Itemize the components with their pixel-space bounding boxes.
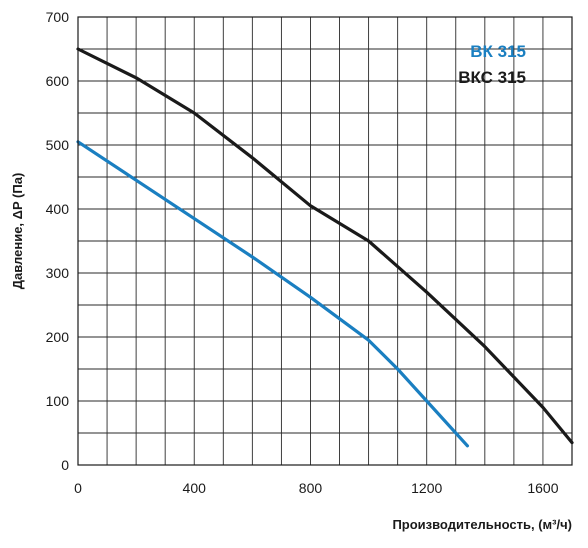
y-tick-label: 100	[46, 393, 70, 409]
x-tick-label: 1600	[527, 480, 558, 496]
y-tick-label: 300	[46, 265, 70, 281]
x-tick-label: 1200	[411, 480, 442, 496]
series-lines	[76, 47, 574, 448]
legend: ВК 315 ВКС 315	[458, 42, 526, 87]
x-axis-label: Производительность, (м³/ч)	[392, 517, 572, 532]
y-axis-label: Давление, ΔP (Па)	[10, 173, 25, 290]
y-tick-label: 400	[46, 201, 70, 217]
series-line-1	[76, 140, 469, 448]
y-tick-label: 500	[46, 137, 70, 153]
plot-frame	[77, 16, 573, 466]
x-tick-label: 400	[183, 480, 207, 496]
y-tick-label: 700	[46, 9, 70, 25]
tick-labels: 0 400 800 1200 1600 0 100 200 300 400 500 600 700	[46, 9, 559, 496]
legend-entry-1: ВК 315	[470, 42, 526, 61]
y-tick-label: 0	[61, 457, 69, 473]
legend-entry-2: ВКС 315	[458, 68, 526, 87]
x-tick-label: 0	[74, 480, 82, 496]
grid	[78, 17, 572, 465]
y-tick-label: 600	[46, 73, 70, 89]
x-tick-label: 800	[299, 480, 323, 496]
y-tick-label: 200	[46, 329, 70, 345]
series-line-2	[76, 47, 574, 445]
